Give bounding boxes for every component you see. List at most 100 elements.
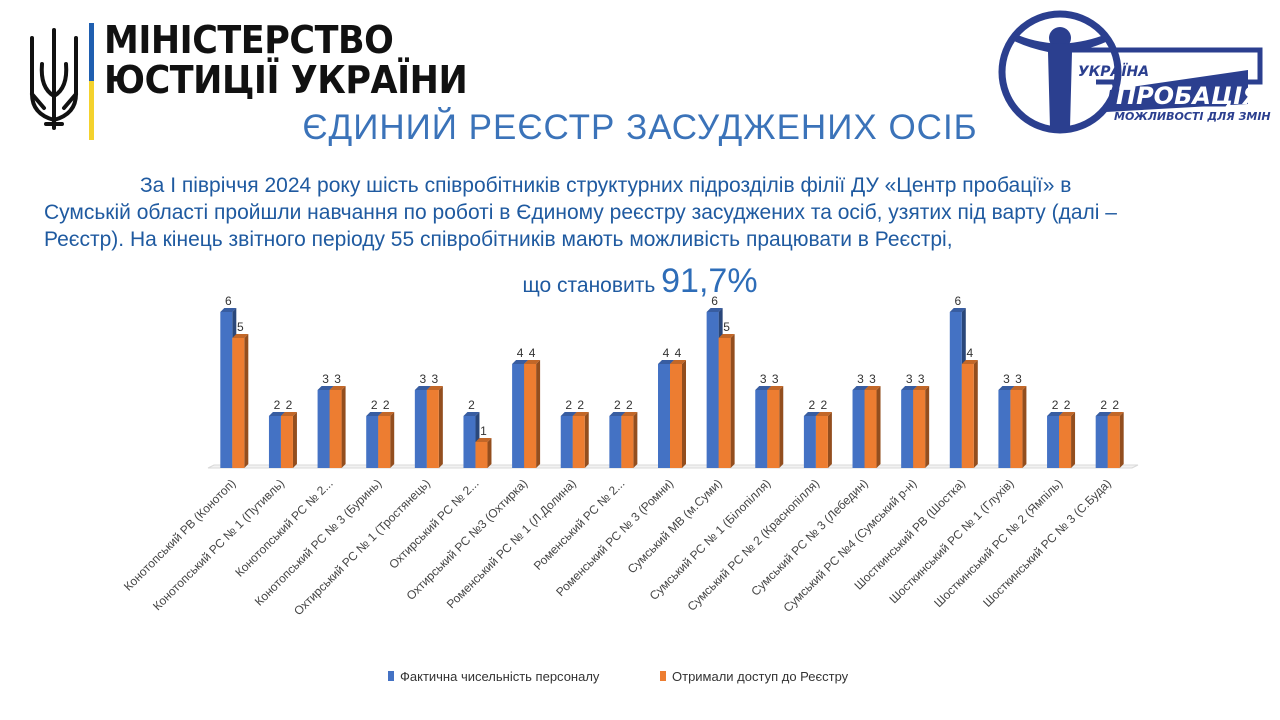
- bar-top-1-3: [378, 412, 395, 416]
- bar-1-12: [815, 416, 828, 468]
- bar-1-15: [961, 364, 974, 468]
- category-label-8: Роменський РС № 2...: [531, 476, 628, 573]
- bar-1-1: [280, 416, 293, 468]
- bar-top-0-15: [949, 308, 966, 312]
- data-label-1-7: 2: [577, 398, 584, 412]
- bar-top-0-1: [268, 412, 285, 416]
- bar-1-17: [1059, 416, 1072, 468]
- bar-top-0-8: [609, 412, 626, 416]
- ministry-name-line2: ЮСТИЦІЇ УКРАЇНИ: [104, 58, 468, 102]
- bar-top-1-13: [864, 386, 881, 390]
- probation-word2: ПРОБАЦІЯ: [1116, 82, 1261, 110]
- data-label-0-14: 3: [906, 372, 913, 386]
- data-label-0-11: 3: [760, 372, 767, 386]
- bar-top-1-16: [1010, 386, 1027, 390]
- bar-top-1-12: [815, 412, 832, 416]
- bar-0-12: [803, 416, 816, 468]
- data-label-0-5: 2: [468, 398, 475, 412]
- bar-top-1-1: [280, 412, 297, 416]
- bar-top-0-5: [463, 412, 480, 416]
- category-label-10: Сумський МВ (м.Суми): [625, 476, 725, 576]
- bar-side-1-3: [390, 412, 395, 468]
- data-label-0-0: 6: [225, 294, 232, 308]
- bar-side-1-9: [682, 360, 686, 468]
- ministry-logo: МІНІСТЕРСТВО ЮСТИЦІЇ УКРАЇНИ: [26, 20, 468, 140]
- bar-1-3: [378, 416, 391, 468]
- trident-icon: [30, 28, 78, 130]
- probation-word1: УКРАЇНА: [1078, 64, 1150, 80]
- bar-top-0-9: [658, 360, 674, 364]
- data-label-0-12: 2: [809, 398, 816, 412]
- bar-top-1-9: [670, 360, 686, 364]
- bar-0-16: [998, 390, 1011, 468]
- data-label-1-1: 2: [286, 398, 293, 412]
- bar-side-1-2: [341, 386, 346, 468]
- bar-1-5: [475, 442, 488, 468]
- bar-side-1-8: [633, 412, 638, 468]
- percent-line: що становить 91,7%: [0, 262, 1280, 301]
- data-label-0-7: 2: [565, 398, 572, 412]
- bar-side-1-16: [1022, 386, 1027, 468]
- bar-top-0-6: [512, 360, 529, 364]
- bar-side-1-14: [925, 386, 930, 468]
- bar-top-1-5: [475, 438, 492, 442]
- bar-1-9: [670, 364, 682, 468]
- bar-0-13: [852, 390, 865, 468]
- bar-0-17: [1047, 416, 1060, 468]
- data-label-1-13: 3: [869, 372, 876, 386]
- bar-side-1-18: [1119, 412, 1124, 468]
- bar-top-0-0: [220, 308, 237, 312]
- bar-1-10: [718, 338, 731, 468]
- data-label-0-16: 3: [1003, 372, 1010, 386]
- bar-top-0-10: [706, 308, 723, 312]
- data-label-0-8: 2: [614, 398, 621, 412]
- data-label-1-5: 1: [480, 424, 487, 438]
- bar-side-1-6: [536, 360, 541, 468]
- bar-top-1-11: [767, 386, 784, 390]
- category-label-5: Охтирський РС № 2...: [386, 476, 481, 571]
- bar-1-14: [913, 390, 926, 468]
- probation-slogan: МОЖЛИВОСТІ ДЛЯ ЗМІН: [1114, 110, 1271, 123]
- probation-logo: УКРАЇНА ПРОБАЦІЯ МОЖЛИВОСТІ ДЛЯ ЗМІН: [998, 8, 1271, 138]
- data-label-1-15: 4: [966, 346, 973, 360]
- bar-top-1-10: [718, 334, 735, 338]
- bar-top-1-7: [572, 412, 589, 416]
- data-label-1-18: 2: [1112, 398, 1119, 412]
- bar-1-13: [864, 390, 877, 468]
- bar-1-4: [426, 390, 439, 468]
- data-label-1-11: 3: [772, 372, 779, 386]
- bar-1-16: [1010, 390, 1023, 468]
- bar-0-2: [317, 390, 330, 468]
- body-line-3: Реєстр). На кінець звітного періоду 55 с…: [44, 228, 953, 251]
- data-label-0-3: 2: [371, 398, 378, 412]
- data-label-1-0: 5: [237, 320, 244, 334]
- bar-1-11: [767, 390, 780, 468]
- bar-0-0: [220, 312, 233, 468]
- bar-top-1-2: [329, 386, 346, 390]
- bar-top-0-4: [414, 386, 431, 390]
- bar-0-9: [658, 364, 670, 468]
- bar-0-5: [463, 416, 476, 468]
- bar-top-0-2: [317, 386, 334, 390]
- data-label-1-10: 5: [723, 320, 730, 334]
- bar-top-0-16: [998, 386, 1015, 390]
- bar-0-10: [706, 312, 719, 468]
- data-label-0-1: 2: [274, 398, 281, 412]
- bar-top-0-17: [1047, 412, 1064, 416]
- data-label-1-16: 3: [1015, 372, 1022, 386]
- bar-0-18: [1095, 416, 1108, 468]
- bar-top-1-15: [961, 360, 978, 364]
- body-line-1: За I півріччя 2024 року шість співробітн…: [140, 174, 1072, 197]
- bar-0-14: [901, 390, 914, 468]
- bar-top-1-4: [426, 386, 443, 390]
- slide-title: ЄДИНИЙ РЕЄСТР ЗАСУДЖЕНИХ ОСІБ: [302, 108, 978, 147]
- bar-0-7: [560, 416, 573, 468]
- data-label-0-18: 2: [1100, 398, 1107, 412]
- bar-1-7: [572, 416, 585, 468]
- ministry-name-line1: МІНІСТЕРСТВО: [104, 18, 394, 62]
- data-label-1-6: 4: [529, 346, 536, 360]
- bar-1-8: [621, 416, 634, 468]
- bar-side-1-15: [973, 360, 978, 468]
- data-label-1-14: 3: [918, 372, 925, 386]
- bar-top-0-7: [560, 412, 577, 416]
